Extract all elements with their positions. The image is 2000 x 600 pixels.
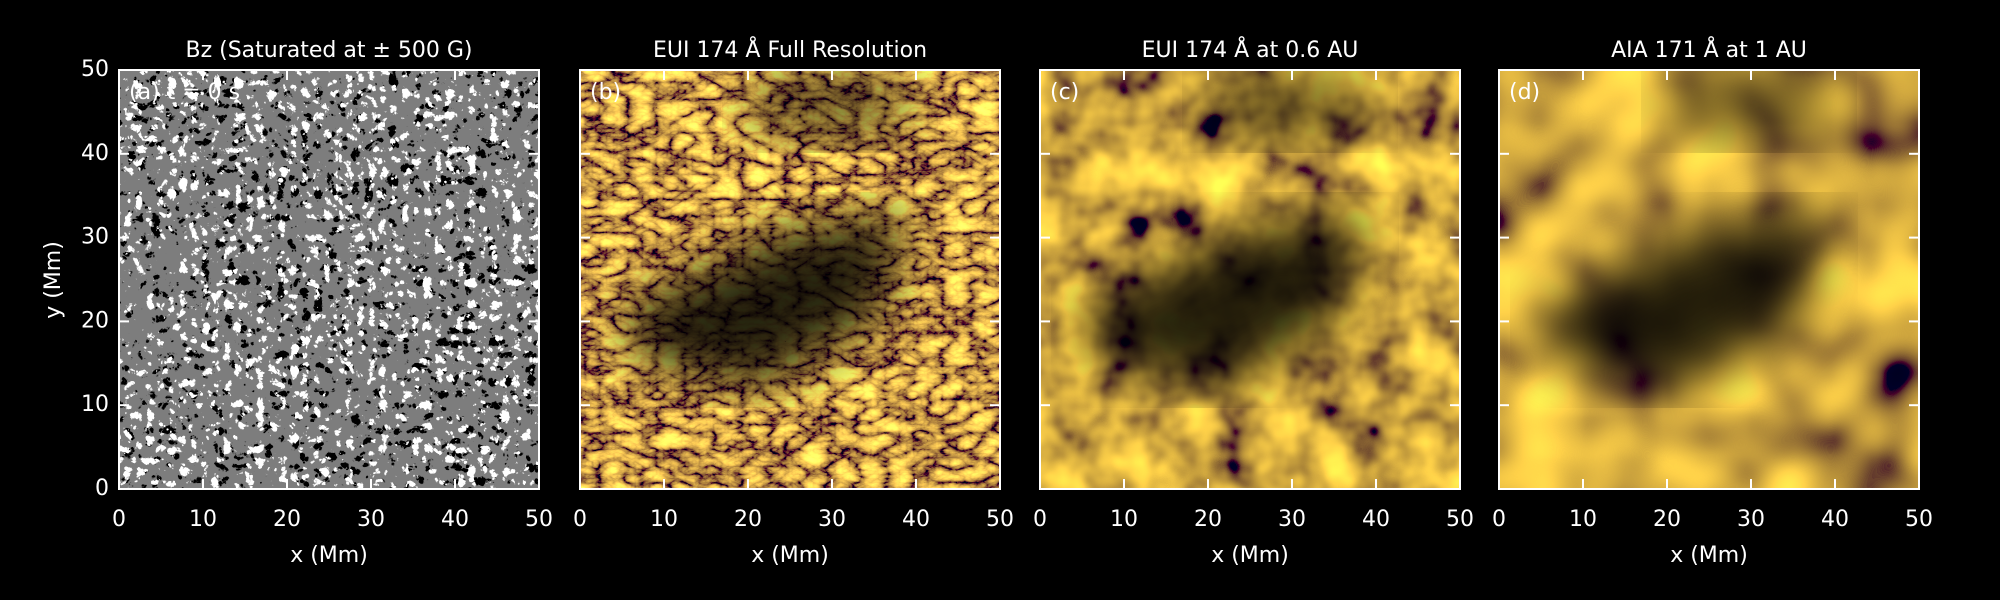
panel-label: (c) bbox=[1050, 80, 1079, 105]
panel-label: (a) t = 0 s bbox=[129, 80, 240, 105]
dark-region bbox=[740, 70, 920, 145]
y-tick-label: 30 bbox=[81, 225, 109, 250]
x-tick-label: 0 bbox=[573, 507, 587, 532]
x-tick-label: 30 bbox=[1737, 507, 1765, 532]
x-tick-label: 20 bbox=[1653, 507, 1681, 532]
panel bbox=[580, 70, 1000, 489]
x-tick-label: 30 bbox=[818, 507, 846, 532]
y-tick-label: 10 bbox=[81, 392, 109, 417]
x-tick-label: 40 bbox=[902, 507, 930, 532]
x-tick-label: 50 bbox=[525, 507, 553, 532]
x-tick-label: 40 bbox=[441, 507, 469, 532]
x-tick-label: 10 bbox=[1110, 507, 1138, 532]
x-tick-label: 20 bbox=[734, 507, 762, 532]
x-tick-label: 40 bbox=[1362, 507, 1390, 532]
x-tick-label: 50 bbox=[986, 507, 1014, 532]
x-axis-label: x (Mm) bbox=[751, 543, 829, 568]
panel bbox=[119, 70, 539, 489]
panel bbox=[1040, 70, 1460, 489]
y-tick-label: 50 bbox=[81, 57, 109, 82]
panel-title: EUI 174 Å at 0.6 AU bbox=[1142, 36, 1359, 63]
x-tick-label: 40 bbox=[1821, 507, 1849, 532]
x-tick-label: 10 bbox=[650, 507, 678, 532]
panel-label: (b) bbox=[590, 80, 621, 105]
plot-frame bbox=[579, 69, 1001, 490]
x-tick-label: 20 bbox=[273, 507, 301, 532]
dark-region bbox=[1200, 70, 1380, 145]
y-tick-label: 40 bbox=[81, 141, 109, 166]
x-tick-label: 10 bbox=[1569, 507, 1597, 532]
dark-lane bbox=[620, 210, 910, 390]
y-axis-label: y (Mm) bbox=[41, 241, 66, 319]
y-tick-label: 0 bbox=[95, 476, 109, 501]
x-tick-label: 20 bbox=[1194, 507, 1222, 532]
dark-region bbox=[1659, 70, 1839, 145]
dark-lane bbox=[1539, 210, 1829, 390]
magnetogram-image bbox=[119, 70, 539, 489]
x-tick-label: 0 bbox=[1492, 507, 1506, 532]
x-tick-label: 50 bbox=[1905, 507, 1933, 532]
panel-label: (d) bbox=[1509, 80, 1540, 105]
panel bbox=[1499, 70, 1919, 489]
x-axis-label: x (Mm) bbox=[1670, 543, 1748, 568]
plot-frame bbox=[1498, 69, 1920, 490]
panel-title: Bz (Saturated at ± 500 G) bbox=[185, 38, 472, 63]
x-tick-label: 0 bbox=[1033, 507, 1047, 532]
x-tick-label: 0 bbox=[112, 507, 126, 532]
x-tick-label: 30 bbox=[1278, 507, 1306, 532]
panel-title: AIA 171 Å at 1 AU bbox=[1611, 36, 1807, 63]
plot-frame bbox=[118, 69, 540, 490]
panel-title: EUI 174 Å Full Resolution bbox=[653, 36, 927, 63]
x-axis-label: x (Mm) bbox=[290, 543, 368, 568]
x-tick-label: 50 bbox=[1446, 507, 1474, 532]
plot-frame bbox=[1039, 69, 1461, 490]
y-tick-label: 20 bbox=[81, 308, 109, 333]
dark-lane bbox=[1080, 210, 1370, 390]
x-tick-label: 10 bbox=[189, 507, 217, 532]
x-tick-label: 30 bbox=[357, 507, 385, 532]
x-axis-label: x (Mm) bbox=[1211, 543, 1289, 568]
